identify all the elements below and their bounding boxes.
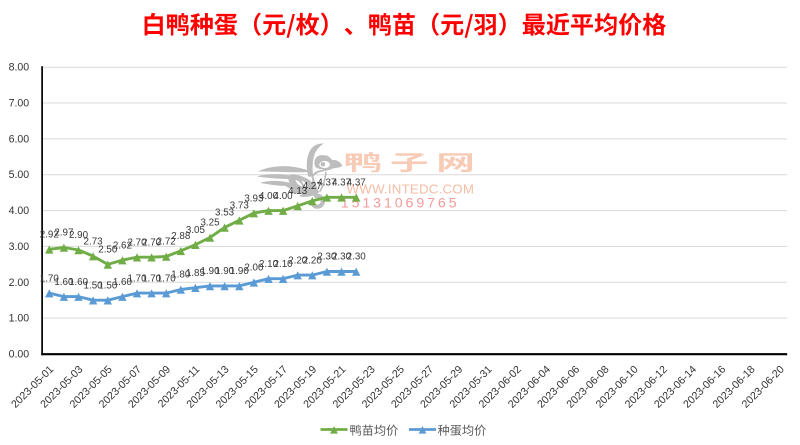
svg-text:2.30: 2.30: [317, 252, 337, 263]
svg-text:2.50: 2.50: [98, 245, 118, 256]
svg-text:2.70: 2.70: [142, 237, 162, 248]
svg-text:2.97: 2.97: [54, 228, 73, 239]
svg-text:4.13: 4.13: [288, 186, 308, 197]
svg-text:2.30: 2.30: [332, 252, 352, 263]
svg-text:2.00: 2.00: [9, 277, 30, 289]
svg-text:7.00: 7.00: [9, 98, 30, 110]
svg-text:2.20: 2.20: [303, 255, 323, 266]
svg-text:4.37: 4.37: [332, 178, 351, 189]
svg-text:4.37: 4.37: [347, 178, 366, 189]
svg-text:1.70: 1.70: [40, 273, 60, 284]
svg-text:2.92: 2.92: [40, 230, 59, 241]
svg-text:2.70: 2.70: [127, 237, 147, 248]
svg-text:1.90: 1.90: [230, 266, 250, 277]
svg-text:8.00: 8.00: [9, 62, 30, 74]
svg-text:4.37: 4.37: [317, 178, 336, 189]
svg-text:1.70: 1.70: [157, 273, 177, 284]
svg-text:2.90: 2.90: [69, 230, 89, 241]
svg-text:2.30: 2.30: [347, 252, 367, 263]
svg-text:3.00: 3.00: [9, 241, 30, 253]
svg-text:2.62: 2.62: [113, 240, 132, 251]
svg-text:4.00: 4.00: [259, 191, 279, 202]
svg-text:1.70: 1.70: [142, 273, 162, 284]
svg-text:1.90: 1.90: [200, 266, 220, 277]
svg-text:1.50: 1.50: [98, 280, 118, 291]
svg-text:2.88: 2.88: [171, 231, 191, 242]
svg-text:1.00: 1.00: [9, 313, 30, 325]
svg-text:2.73: 2.73: [84, 236, 104, 247]
svg-text:3.25: 3.25: [200, 218, 220, 229]
svg-text:4.00: 4.00: [274, 191, 294, 202]
svg-text:3.73: 3.73: [230, 201, 250, 212]
svg-text:1.90: 1.90: [215, 266, 235, 277]
svg-text:3.93: 3.93: [244, 193, 264, 204]
svg-text:3.05: 3.05: [186, 225, 206, 236]
svg-text:15131069765: 15131069765: [341, 196, 460, 212]
svg-text:0.00: 0.00: [9, 349, 30, 361]
svg-text:1.60: 1.60: [113, 277, 133, 288]
svg-text:2.10: 2.10: [274, 259, 294, 270]
svg-text:3.53: 3.53: [215, 208, 235, 219]
svg-text:1.60: 1.60: [54, 277, 74, 288]
svg-text:5.00: 5.00: [9, 169, 30, 181]
svg-text:2.20: 2.20: [288, 255, 308, 266]
svg-text:1.80: 1.80: [171, 270, 191, 281]
svg-text:2.72: 2.72: [157, 237, 176, 248]
svg-text:2.00: 2.00: [244, 263, 264, 274]
svg-text:1.60: 1.60: [69, 277, 89, 288]
svg-text:1.85: 1.85: [186, 268, 206, 279]
svg-text:4.27: 4.27: [303, 181, 322, 192]
svg-text:2.10: 2.10: [259, 259, 279, 270]
svg-text:1.70: 1.70: [127, 273, 147, 284]
svg-text:4.00: 4.00: [9, 205, 30, 217]
svg-text:1.50: 1.50: [84, 280, 104, 291]
svg-text:6.00: 6.00: [9, 133, 30, 145]
svg-text:WWW.INTEDC.COM: WWW.INTEDC.COM: [347, 182, 475, 197]
